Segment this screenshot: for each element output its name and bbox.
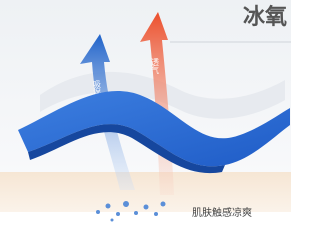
arrow-label: 透气 xyxy=(151,58,160,74)
title: 冰氧 xyxy=(243,5,287,30)
caption: 肌肤触感凉爽 xyxy=(192,206,252,219)
illustration: 冰氧 吸湿 透气 肌肤触感凉爽 xyxy=(0,0,291,243)
